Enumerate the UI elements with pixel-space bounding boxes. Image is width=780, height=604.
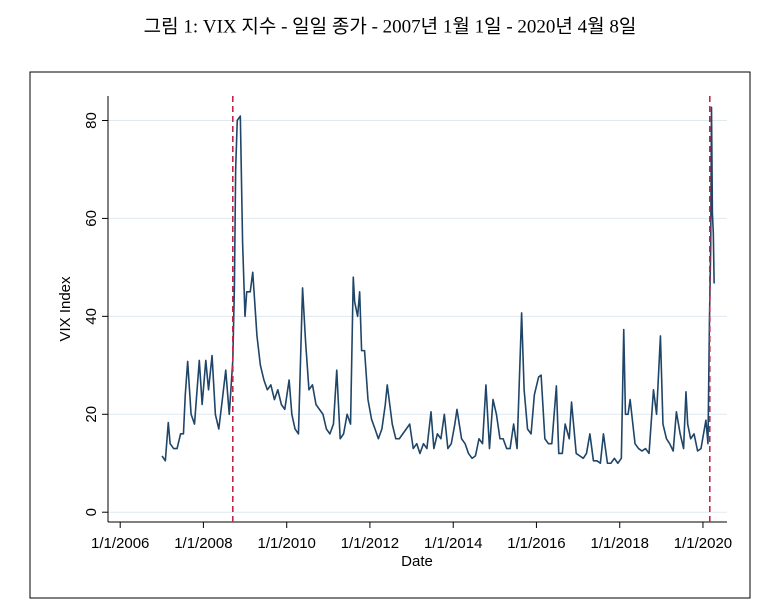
x-tick-label: 1/1/2010: [258, 535, 316, 552]
y-tick-label: 20: [83, 406, 100, 423]
x-tick-label: 1/1/2014: [424, 535, 482, 552]
x-tick-label: 1/1/2020: [674, 535, 732, 552]
data-line: [161, 106, 715, 465]
y-tick-label: 80: [83, 112, 100, 129]
chart-title: 그림 1: VIX 지수 - 일일 종가 - 2007년 1월 1일 - 202…: [144, 15, 637, 37]
y-tick-label: 0: [83, 508, 100, 516]
x-tick-label: 1/1/2016: [507, 535, 565, 552]
x-tick-label: 1/1/2006: [91, 535, 149, 552]
y-tick-label: 60: [83, 210, 100, 227]
x-tick-label: 1/1/2012: [341, 535, 399, 552]
chart-frame: [29, 71, 751, 599]
x-tick-label: 1/1/2018: [591, 535, 649, 552]
x-axis-label: Date: [401, 553, 433, 570]
x-tick-label: 1/1/2008: [174, 535, 232, 552]
y-axis-label: VIX Index: [57, 276, 74, 342]
y-tick-label: 40: [83, 308, 100, 325]
